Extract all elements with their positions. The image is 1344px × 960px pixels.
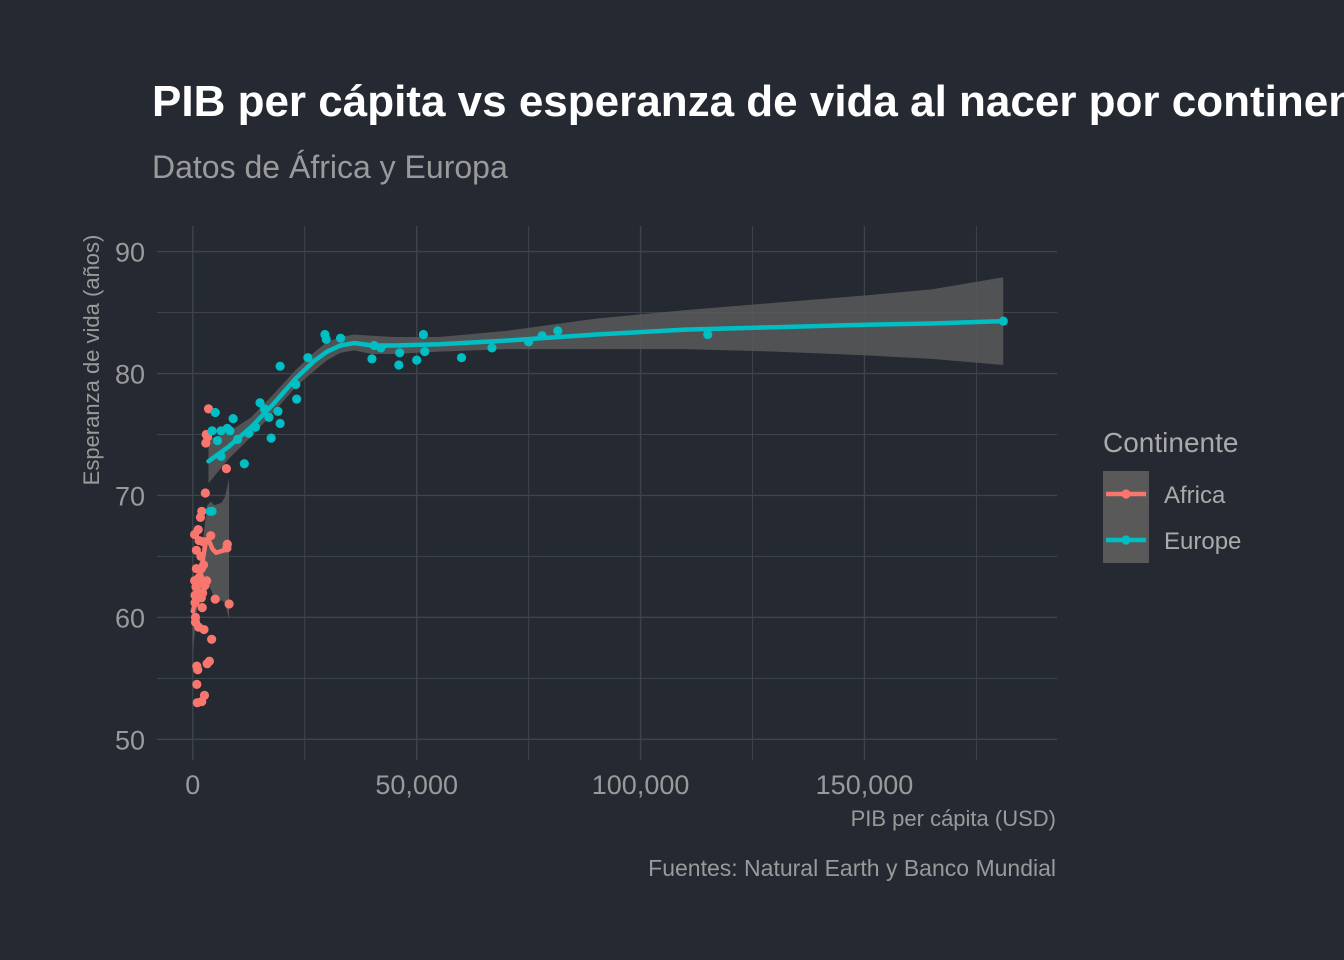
europe-point (266, 433, 276, 443)
europe-point (553, 326, 563, 336)
x-tick-label: 100,000 (592, 770, 690, 800)
africa-point (192, 679, 202, 690)
europe-point (273, 406, 283, 416)
europe-point (275, 361, 285, 371)
legend-title: Continente (1103, 427, 1238, 458)
africa-confidence-ribbon (192, 478, 230, 654)
legend-label-europe: Europe (1164, 528, 1241, 555)
europe-point (292, 394, 302, 404)
y-axis-label: Esperanza de vida (años) (79, 235, 104, 486)
legend-point-europe (1121, 535, 1131, 545)
x-tick-label: 150,000 (816, 770, 914, 800)
africa-point (221, 464, 232, 474)
legend-point-africa (1121, 489, 1131, 499)
europe-point (487, 343, 497, 353)
europe-point (207, 426, 217, 436)
africa-point (198, 588, 208, 598)
africa-point (224, 599, 234, 609)
africa-point (197, 506, 207, 516)
africa-point (193, 665, 203, 675)
y-tick-label: 60 (115, 603, 145, 633)
europe-point (303, 353, 313, 363)
africa-point (203, 404, 214, 414)
europe-point (264, 412, 274, 423)
europe-point (412, 355, 422, 365)
africa-point (204, 656, 214, 666)
x-tick-label: 0 (185, 770, 200, 800)
europe-point (239, 459, 249, 469)
y-tick-label: 50 (115, 725, 145, 755)
smooth-lines (190, 318, 1006, 614)
europe-point (321, 334, 331, 344)
chart-subtitle: Datos de África y Europa (152, 149, 508, 185)
africa-point (207, 634, 217, 644)
legend-label-africa: Africa (1164, 482, 1226, 509)
europe-point (418, 329, 429, 340)
africa-point (210, 594, 220, 604)
africa-point (222, 539, 232, 549)
europe-point (275, 418, 285, 429)
chart-caption: Fuentes: Natural Earth y Banco Mundial (648, 855, 1056, 881)
europe-confidence-ribbon (208, 277, 1004, 484)
axis-ticks: 0 50,000 100,000 150,000 50 60 70 80 90 (115, 238, 913, 800)
europe-point (395, 348, 405, 358)
y-tick-label: 80 (115, 360, 145, 390)
y-tick-label: 90 (115, 238, 145, 268)
confidence-ribbons (192, 277, 1004, 654)
africa-point (199, 690, 210, 700)
africa-point (199, 624, 209, 635)
europe-point (335, 333, 346, 343)
africa-point (193, 524, 203, 535)
europe-point (212, 435, 223, 446)
y-tick-label: 70 (115, 481, 145, 511)
x-tick-label: 50,000 (375, 770, 458, 800)
europe-point (420, 346, 430, 357)
africa-point (200, 488, 210, 498)
europe-point (394, 360, 404, 370)
europe-point (703, 329, 713, 340)
europe-point (456, 353, 467, 363)
africa-smooth-line (190, 537, 232, 614)
europe-point (228, 414, 238, 424)
europe-point (207, 506, 217, 516)
africa-point (202, 576, 212, 586)
europe-point (225, 426, 235, 436)
europe-point (210, 407, 220, 418)
europe-smooth-line (206, 318, 1006, 464)
chart-title: PIB per cápita vs esperanza de vida al n… (152, 77, 1344, 126)
scatter-points (190, 316, 1008, 708)
africa-point (197, 603, 207, 613)
x-axis-label: PIB per cápita (USD) (851, 806, 1056, 831)
europe-point (367, 354, 377, 364)
legend: Continente Africa Europe (1103, 427, 1241, 563)
